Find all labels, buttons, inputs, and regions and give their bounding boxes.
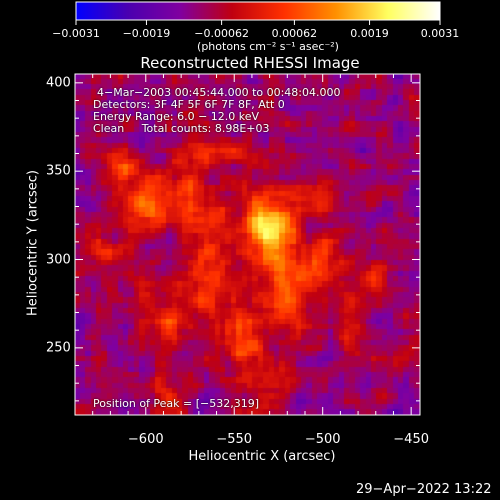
annotation-time-range: 4−Mar−2003 00:45:44.000 to 00:48:04.000 xyxy=(97,86,341,99)
colorbar-tick-label: −0.0019 xyxy=(122,27,171,40)
y-tick-label: 300 xyxy=(46,252,71,268)
annotation-energy-range: Energy Range: 6.0 − 12.0 keV xyxy=(93,110,260,123)
colorbar-tick-label: 0.00062 xyxy=(271,27,318,40)
colorbar-tick-label: −0.0031 xyxy=(52,27,100,40)
plot-frame xyxy=(74,73,421,416)
annotation-peak-position: Position of Peak = [−532,319] xyxy=(93,397,260,410)
colorbar-gradient xyxy=(76,2,440,20)
y-axis-label: Heliocentric Y (arcsec) xyxy=(25,170,41,316)
x-tick-label: −500 xyxy=(304,432,341,447)
colorbar-frame xyxy=(75,1,441,21)
timestamp: 29−Apr−2022 13:22 xyxy=(356,482,492,497)
heatmap-image xyxy=(75,74,420,415)
x-tick-label: −600 xyxy=(127,432,164,447)
y-tick-label: 250 xyxy=(46,340,71,356)
y-tick-label: 350 xyxy=(46,163,71,179)
colorbar-tick-label: −0.00062 xyxy=(194,27,249,40)
colorbar-units: (photons cm⁻² s⁻¹ asec⁻²) xyxy=(197,40,339,53)
x-tick-label: −550 xyxy=(216,432,253,447)
axis-ticks xyxy=(74,74,420,415)
y-tick-label: 400 xyxy=(46,75,71,91)
colorbar xyxy=(75,1,441,25)
annotation-clean-counts: Clean Total counts: 8.98E+03 xyxy=(93,122,270,135)
colorbar-ticks xyxy=(75,20,441,25)
annotation-detectors: Detectors: 3F 4F 5F 6F 7F 8F, Att 0 xyxy=(93,98,285,111)
colorbar-tick-label: 0.0019 xyxy=(350,27,389,40)
colorbar-tick-label: 0.0031 xyxy=(420,27,460,40)
x-axis-label: Heliocentric X (arcsec) xyxy=(188,449,336,464)
plot-title: Reconstructed RHESSI Image xyxy=(140,54,360,72)
x-tick-label: −450 xyxy=(393,432,429,447)
